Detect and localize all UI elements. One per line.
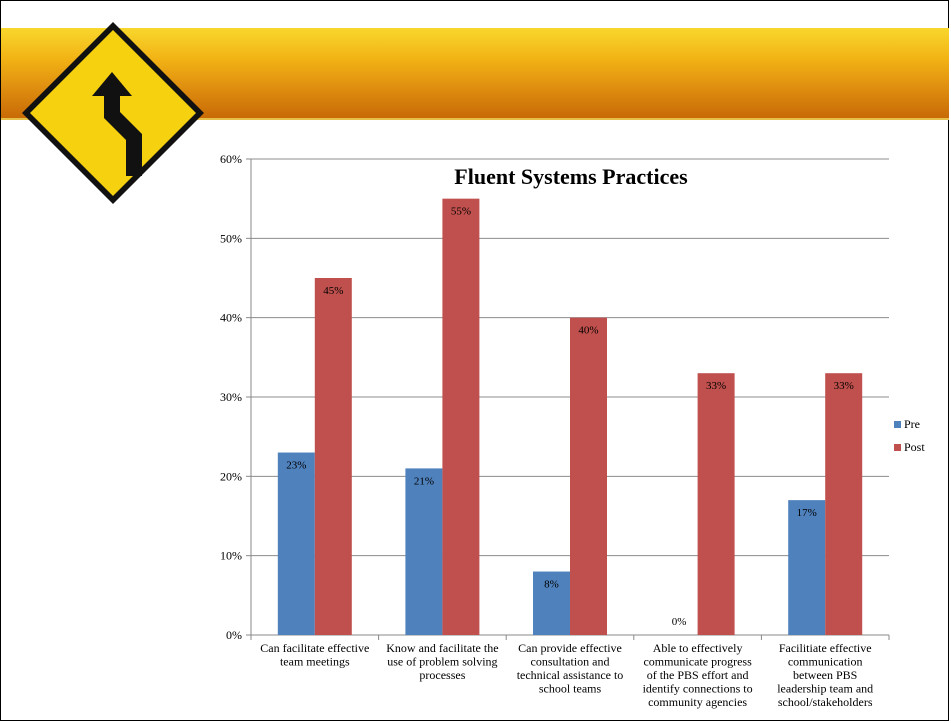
data-label: 23% (286, 460, 306, 472)
data-label: 45% (323, 285, 343, 297)
y-tick-label: 60% (220, 152, 242, 166)
legend-label-pre: Pre (904, 417, 920, 431)
data-label: 40% (578, 325, 598, 337)
data-labels: 23% 45% 21% 55% 8% 40% 0% 33% 17% 33% (286, 206, 854, 628)
bar-post (442, 198, 480, 635)
chart-bars (277, 198, 863, 635)
legend: Pre Post (894, 417, 925, 454)
data-label: 55% (451, 206, 471, 218)
y-tick-label: 10% (220, 549, 242, 563)
chart-title: Fluent Systems Practices (454, 164, 688, 189)
x-tick-label: Able to effectively communicate progress o… (643, 641, 753, 709)
y-tick-label: 0% (226, 628, 242, 642)
bar-post (825, 373, 863, 635)
x-tick-label: Know and facilitate the use of problem so… (386, 641, 498, 682)
banner-divider (1, 118, 949, 120)
bar-post (314, 278, 352, 635)
bar-post (697, 373, 735, 635)
data-label: 33% (834, 380, 854, 392)
data-label: 21% (414, 475, 434, 487)
data-label: 33% (706, 380, 726, 392)
y-tick-label: 20% (220, 469, 242, 483)
x-tick-label: Can provide effective consultation and tec… (517, 641, 624, 696)
x-tick-label: Can facilitate effective team meetings (260, 641, 369, 669)
bar-post (570, 317, 607, 635)
bar-pre (533, 571, 570, 635)
x-tick-label: Facilitiate effective communication betwee… (777, 641, 873, 709)
y-tick-label: 30% (220, 390, 242, 404)
x-axis: Can facilitate effective team meetings Kno… (250, 635, 890, 709)
y-axis: 0% 10% 20% 30% 40% 50% 60% (220, 152, 252, 642)
data-label: 17% (797, 507, 817, 519)
legend-label-post: Post (904, 440, 925, 454)
bar-pre (405, 468, 443, 635)
y-tick-label: 40% (220, 311, 242, 325)
legend-swatch-post (894, 444, 901, 451)
y-tick-label: 50% (220, 231, 242, 245)
winding-road-sign-icon (22, 22, 204, 204)
data-label: 0% (672, 616, 687, 628)
data-label: 8% (544, 579, 559, 591)
bar-pre (788, 500, 826, 635)
bar-pre (277, 452, 315, 635)
legend-swatch-pre (894, 421, 901, 428)
